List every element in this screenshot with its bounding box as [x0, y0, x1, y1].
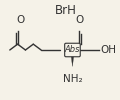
Text: BrH: BrH	[55, 4, 77, 17]
Polygon shape	[71, 56, 74, 66]
Text: O: O	[75, 15, 83, 25]
Text: NH₂: NH₂	[63, 74, 82, 84]
Text: Abs: Abs	[65, 46, 80, 54]
FancyBboxPatch shape	[65, 43, 80, 57]
Text: OH: OH	[100, 45, 116, 55]
Text: O: O	[17, 15, 25, 25]
